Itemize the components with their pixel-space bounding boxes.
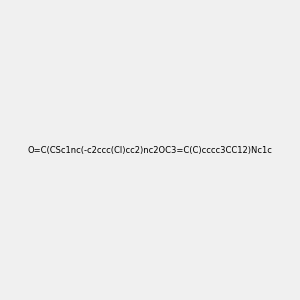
Text: O=C(CSc1nc(-c2ccc(Cl)cc2)nc2OC3=C(C)cccc3CC12)Nc1c: O=C(CSc1nc(-c2ccc(Cl)cc2)nc2OC3=C(C)cccc… <box>28 146 272 154</box>
